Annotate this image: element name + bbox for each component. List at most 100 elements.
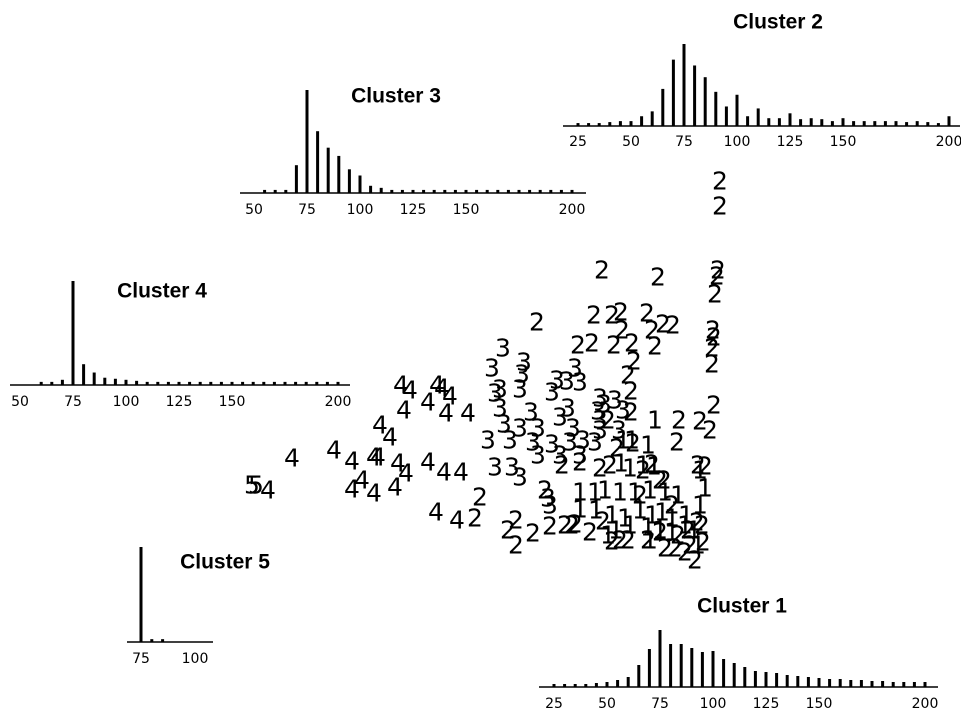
scatter-point-cluster-2: 2 (554, 451, 570, 480)
scatter-point-cluster-2: 2 (632, 481, 648, 510)
scatter-point-cluster-2: 2 (529, 308, 545, 337)
scatter-point-cluster-1: 1 (622, 511, 638, 540)
scatter-point-cluster-3: 3 (567, 354, 583, 383)
scatter-point-cluster-2: 2 (594, 256, 610, 285)
cluster-3-tick-label: 75 (298, 202, 316, 218)
scatter-point-cluster-2: 2 (657, 534, 673, 563)
scatter-point-cluster-2: 2 (600, 406, 616, 435)
scatter-point-cluster-2: 2 (692, 407, 708, 436)
scatter-point-cluster-2: 2 (694, 511, 710, 540)
scatter-point-cluster-2: 2 (595, 507, 611, 536)
scatter-point-cluster-1: 1 (640, 431, 656, 460)
scatter-point-cluster-1: 1 (654, 498, 670, 527)
scatter-point-cluster-1: 1 (664, 518, 680, 547)
scatter-point-cluster-2: 2 (623, 377, 639, 406)
cluster-1-tick-label: 150 (806, 696, 833, 712)
scatter-point-cluster-1: 1 (692, 456, 708, 485)
scatter-point-cluster-3: 3 (562, 428, 578, 457)
scatter-point-cluster-2: 2 (697, 452, 713, 481)
scatter-point-cluster-1: 1 (617, 504, 633, 533)
scatter-point-cluster-2: 2 (639, 299, 655, 328)
scatter-point-cluster-1: 1 (627, 478, 643, 507)
scatter-point-cluster-2: 2 (712, 167, 728, 196)
scatter-point-cluster-2: 2 (557, 511, 573, 540)
cluster-1-tick-label: 75 (651, 696, 669, 712)
scatter-point-cluster-2: 2 (592, 454, 608, 483)
scatter-point-cluster-3: 3 (592, 406, 608, 435)
scatter-point-cluster-3: 3 (492, 375, 508, 404)
scatter-point-cluster-2: 2 (656, 466, 672, 495)
scatter-point-cluster-4: 4 (442, 382, 458, 411)
cluster-4-tick-label: 100 (113, 394, 140, 410)
scatter-point-cluster-3: 3 (504, 453, 520, 482)
scatter-point-cluster-2: 2 (710, 256, 726, 285)
scatter-point-cluster-2: 2 (644, 316, 660, 345)
scatter-point-cluster-1: 1 (646, 452, 662, 481)
scatter-point-cluster-2: 2 (687, 546, 703, 575)
scatter-point-cluster-4: 4 (354, 466, 370, 495)
scatter-point-cluster-3: 3 (559, 367, 575, 396)
scatter-point-cluster-1: 1 (622, 454, 638, 483)
cluster-3-title: Cluster 3 (351, 85, 441, 108)
scatter-point-cluster-1: 1 (697, 474, 713, 503)
scatter-point-cluster-1: 1 (670, 481, 686, 510)
scatter-point-cluster-2: 2 (606, 331, 622, 360)
scatter-point-cluster-2: 2 (609, 434, 625, 463)
scatter-point-cluster-4: 4 (428, 498, 444, 527)
scatter-point-cluster-2: 2 (704, 350, 720, 379)
scatter-point-cluster-2: 2 (613, 298, 629, 327)
scatter-point-cluster-1: 1 (615, 426, 631, 455)
scatter-point-cluster-2: 2 (586, 301, 602, 330)
cluster-2-tick-label: 125 (777, 134, 804, 150)
scatter-point-cluster-4: 4 (420, 448, 436, 477)
cluster-1-tick-label: 50 (598, 696, 616, 712)
scatter-point-cluster-2: 2 (671, 406, 687, 435)
scatter-point-cluster-2: 2 (670, 521, 686, 550)
scatter-point-cluster-3: 3 (487, 453, 503, 482)
cluster-1-tick-label: 25 (545, 696, 563, 712)
scatter-point-cluster-2: 2 (620, 361, 636, 390)
scatter-point-cluster-2: 2 (624, 329, 640, 358)
scatter-point-cluster-3: 3 (572, 441, 588, 470)
cluster-4-title: Cluster 4 (117, 280, 207, 303)
scatter-point-cluster-1: 1 (657, 478, 673, 507)
scatter-point-cluster-3: 3 (552, 441, 568, 470)
scatter-point-cluster-4: 4 (366, 443, 382, 472)
scatter-point-cluster-4: 4 (436, 458, 452, 487)
cluster-2-tick-label: 200 (936, 134, 961, 150)
scatter-point-cluster-1: 1 (588, 496, 604, 525)
scatter-point-cluster-2: 2 (707, 280, 723, 309)
scatter-point-cluster-2: 2 (570, 331, 586, 360)
scatter-point-cluster-2: 2 (709, 262, 725, 291)
scatter-point-cluster-2: 2 (572, 448, 588, 477)
scatter-point-cluster-1: 1 (587, 478, 603, 507)
scatter-point-cluster-3: 3 (549, 366, 565, 395)
cluster-5-tick-label: 100 (182, 651, 209, 667)
cluster-3-tick-label: 150 (453, 202, 480, 218)
scatter-point-cluster-2: 2 (604, 527, 620, 556)
scatter-point-cluster-2: 2 (623, 398, 639, 427)
cluster-3-tick-label: 50 (245, 202, 263, 218)
scatter-point-cluster-2: 2 (689, 508, 705, 537)
scatter-point-cluster-3: 3 (514, 360, 530, 389)
scatter-point-cluster-2: 2 (567, 510, 583, 539)
cluster-3-tick-label: 125 (400, 202, 427, 218)
cluster-2-tick-label: 100 (724, 134, 751, 150)
scatter-point-cluster-2: 2 (500, 516, 516, 545)
scatter-point-cluster-2: 2 (602, 451, 618, 480)
scatter-point-cluster-3: 3 (544, 430, 560, 459)
scatter-point-cluster-1: 1 (686, 516, 702, 545)
scatter-point-cluster-1: 1 (624, 426, 640, 455)
scatter-point-cluster-2: 2 (612, 526, 628, 555)
scatter-point-cluster-2: 2 (667, 534, 683, 563)
scatter-point-cluster-3: 3 (544, 378, 560, 407)
scatter-point-cluster-2: 2 (625, 429, 641, 458)
cluster-4-tick-label: 150 (219, 394, 246, 410)
scatter-point-cluster-4: 4 (344, 475, 360, 504)
cluster-4-tick-label: 50 (11, 394, 29, 410)
cluster-4-tick-label: 125 (166, 394, 193, 410)
scatter-point-cluster-2: 2 (669, 428, 685, 457)
cluster-2-title: Cluster 2 (733, 11, 823, 34)
scatter-point-cluster-4: 4 (326, 436, 342, 465)
scatter-point-cluster-1: 1 (612, 478, 628, 507)
